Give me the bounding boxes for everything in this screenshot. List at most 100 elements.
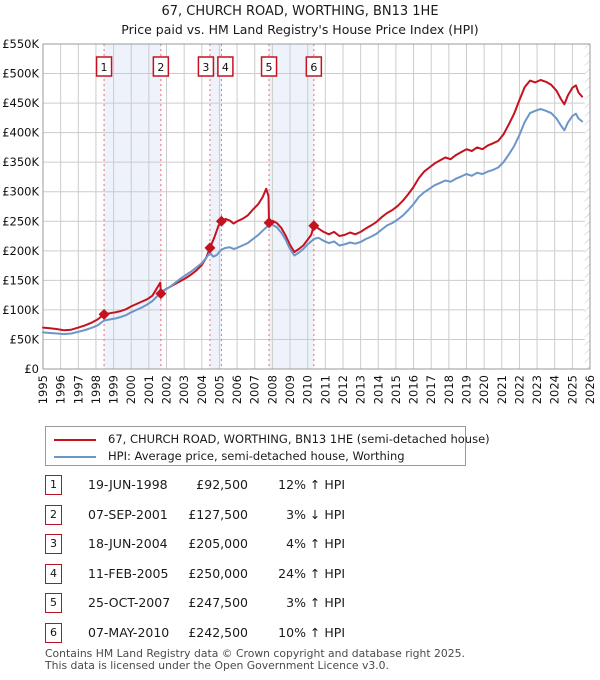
x-tick-label: 2009 bbox=[283, 375, 297, 404]
transaction-hpi-diff: 12% ↑ HPI bbox=[278, 477, 345, 492]
x-tick-label: 2003 bbox=[177, 375, 191, 404]
x-tick-label: 2005 bbox=[212, 375, 226, 404]
transaction-number-badge: 4 bbox=[45, 563, 62, 584]
transaction-row: 2 07-SEP-2001 £127,500 3% ↓ HPI bbox=[0, 504, 600, 527]
x-tick-label: 2023 bbox=[530, 375, 544, 404]
transaction-number-badge: 3 bbox=[45, 534, 62, 555]
sale-number-box bbox=[260, 56, 278, 77]
y-tick-label: £250K bbox=[2, 214, 39, 228]
sale-number-box bbox=[197, 56, 215, 77]
x-tick-label: 2019 bbox=[459, 375, 473, 404]
page-subtitle: Price paid vs. HM Land Registry's House … bbox=[121, 22, 479, 37]
y-tick-label: £400K bbox=[2, 126, 39, 140]
x-tick-label: 2026 bbox=[583, 375, 597, 404]
transaction-date: 11-FEB-2005 bbox=[88, 565, 169, 581]
transaction-hpi-diff: 24% ↑ HPI bbox=[278, 565, 345, 581]
y-tick-label: £50K bbox=[10, 332, 40, 346]
x-tick-label: 1995 bbox=[36, 375, 50, 404]
transaction-date: 18-JUN-2004 bbox=[88, 536, 168, 552]
x-tick-label: 2022 bbox=[512, 375, 526, 404]
y-tick-label: £150K bbox=[2, 273, 39, 287]
sale-number: 4 bbox=[222, 61, 229, 74]
sale-number-box bbox=[152, 56, 170, 77]
x-tick-label: 2011 bbox=[318, 375, 332, 404]
legend-item-price-paid: 67, CHURCH ROAD, WORTHING, BN13 1HE (sem… bbox=[52, 431, 490, 448]
transaction-price: £242,500 bbox=[188, 625, 248, 640]
y-tick-label: £300K bbox=[2, 185, 39, 199]
x-tick-label: 2004 bbox=[195, 375, 209, 404]
x-tick-label: 2010 bbox=[301, 375, 315, 404]
x-tick-label: 2014 bbox=[371, 375, 385, 404]
x-tick-label: 1996 bbox=[54, 375, 68, 404]
sale-number-box bbox=[305, 56, 323, 77]
sale-number: 5 bbox=[266, 61, 273, 74]
x-tick-label: 2006 bbox=[230, 375, 244, 404]
transaction-row: 6 07-MAY-2010 £242,500 10% ↑ HPI bbox=[0, 623, 600, 645]
sale-number: 1 bbox=[101, 61, 108, 74]
y-tick-label: £500K bbox=[2, 67, 39, 81]
chart-legend: 67, CHURCH ROAD, WORTHING, BN13 1HE (sem… bbox=[45, 426, 490, 466]
copyright-line: Contains HM Land Registry data © Crown c… bbox=[45, 647, 465, 660]
transaction-price: £92,500 bbox=[196, 477, 248, 492]
plot-frame bbox=[42, 43, 591, 370]
transaction-date: 07-MAY-2010 bbox=[88, 625, 170, 640]
y-tick-label: £550K bbox=[2, 37, 39, 51]
x-tick-label: 1999 bbox=[107, 375, 121, 404]
x-tick-label: 1997 bbox=[71, 375, 85, 404]
x-tick-label: 2020 bbox=[477, 375, 491, 404]
x-tick-label: 2017 bbox=[424, 375, 438, 404]
price-history-chart: 1 2 3 4 5 6 £550K £500K £450K £400K £350K £300K £250… bbox=[2, 37, 597, 404]
transaction-row: 5 25-OCT-2007 £247,500 3% ↑ HPI bbox=[0, 593, 600, 615]
x-tick-label: 2013 bbox=[354, 375, 368, 404]
x-tick-label: 2021 bbox=[495, 375, 509, 404]
transaction-number-badge: 5 bbox=[45, 593, 62, 614]
sale-marker bbox=[215, 215, 227, 227]
y-tick-label: £0 bbox=[24, 362, 39, 376]
transaction-price: £247,500 bbox=[188, 595, 248, 611]
ownership-band bbox=[209, 44, 222, 369]
sale-number: 2 bbox=[157, 61, 164, 74]
y-tick-label: £200K bbox=[2, 244, 39, 258]
x-tick-label: 2007 bbox=[248, 375, 262, 404]
licence-line: This data is licensed under the Open Gov… bbox=[45, 658, 389, 672]
x-tick-label: 2001 bbox=[142, 375, 156, 404]
sale-marker bbox=[98, 308, 110, 320]
y-tick-label: £450K bbox=[2, 96, 39, 110]
no-data-hatch bbox=[584, 44, 590, 369]
transaction-date: 25-OCT-2007 bbox=[88, 595, 171, 611]
legend-label: 67, CHURCH ROAD, WORTHING, BN13 1HE (sem… bbox=[108, 432, 490, 446]
sale-number-box bbox=[95, 56, 113, 77]
sale-marker bbox=[204, 242, 216, 254]
transaction-hpi-diff: 3% ↑ HPI bbox=[286, 595, 345, 611]
sale-number-box bbox=[217, 56, 234, 77]
x-tick-label: 1998 bbox=[89, 375, 103, 404]
ownership-band bbox=[104, 44, 161, 369]
transaction-number-badge: 1 bbox=[45, 475, 62, 495]
x-tick-label: 2024 bbox=[548, 375, 562, 404]
x-tick-label: 2012 bbox=[336, 375, 350, 404]
x-tick-label: 2016 bbox=[407, 375, 421, 404]
series-hpi bbox=[42, 108, 584, 336]
x-tick-label: 2015 bbox=[389, 375, 403, 404]
sale-marker bbox=[308, 220, 320, 232]
transaction-row: 1 19-JUN-1998 £92,500 12% ↑ HPI bbox=[0, 475, 600, 497]
legend-item-hpi: HPI: Average price, semi-detached house,… bbox=[52, 448, 465, 465]
x-tick-label: 2008 bbox=[265, 375, 279, 404]
sale-number: 6 bbox=[310, 61, 317, 74]
y-tick-label: £350K bbox=[2, 155, 39, 169]
series-price-paid bbox=[42, 79, 584, 332]
x-tick-label: 2002 bbox=[160, 375, 174, 404]
price-paid-line-swatch bbox=[54, 438, 96, 441]
sale-marker bbox=[263, 217, 275, 229]
transaction-date: 19-JUN-1998 bbox=[88, 477, 168, 492]
x-tick-label: 2000 bbox=[124, 375, 138, 404]
transaction-number-badge: 2 bbox=[45, 504, 62, 525]
page-title: 67, CHURCH ROAD, WORTHING, BN13 1HE bbox=[161, 4, 439, 19]
transaction-hpi-diff: 10% ↑ HPI bbox=[278, 625, 345, 640]
transaction-price: £250,000 bbox=[188, 565, 248, 581]
transaction-hpi-diff: 4% ↑ HPI bbox=[286, 536, 345, 552]
hpi-line-swatch bbox=[54, 455, 96, 458]
x-tick-label: 2018 bbox=[442, 375, 456, 404]
transaction-price: £205,000 bbox=[188, 536, 248, 552]
